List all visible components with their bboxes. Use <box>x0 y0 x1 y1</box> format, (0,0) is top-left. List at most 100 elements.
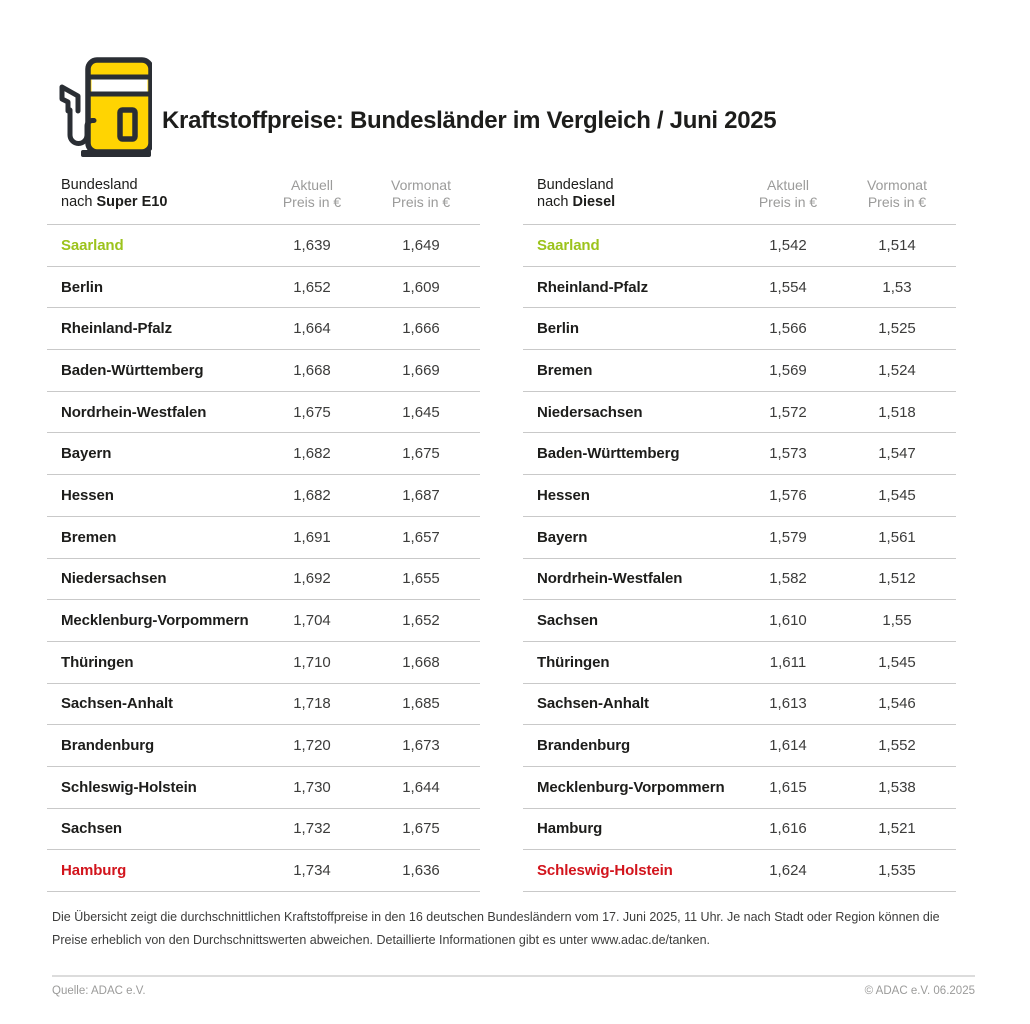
table-row: Mecklenburg-Vorpommern 1,615 1,538 <box>523 767 956 809</box>
state-name: Bremen <box>61 528 117 546</box>
table-body-super-e10: Saarland 1,639 1,649 Berlin 1,652 1,609 Rheinl… <box>47 225 480 892</box>
price-previous: 1,655 <box>402 570 440 588</box>
table-row: Rheinland-Pfalz 1,664 1,666 <box>47 308 480 351</box>
state-name: Hamburg <box>537 820 603 838</box>
state-name: Baden-Württemberg <box>61 361 204 379</box>
tables-container: Bundesland nach Super E10 Aktuell Preis … <box>47 177 983 892</box>
price-current: 1,732 <box>293 820 331 838</box>
price-previous: 1,666 <box>402 320 440 338</box>
state-name: Nordrhein-Westfalen <box>61 403 207 421</box>
column-header-prefix: nach <box>537 194 573 210</box>
price-current: 1,615 <box>769 778 807 796</box>
price-current: 1,675 <box>293 403 331 421</box>
state-name: Nordrhein-Westfalen <box>537 570 683 588</box>
price-current: 1,668 <box>293 361 331 379</box>
page-title: Kraftstoffpreise: Bundesländer im Vergle… <box>162 107 777 134</box>
table-row: Sachsen 1,610 1,55 <box>523 600 956 642</box>
table-row: Hamburg 1,734 1,636 <box>47 850 480 892</box>
footer: Quelle: ADAC e.V. © ADAC e.V. 06.2025 <box>52 985 975 997</box>
price-current: 1,734 <box>293 862 331 880</box>
price-previous: 1,55 <box>882 612 912 630</box>
price-current: 1,691 <box>293 528 331 546</box>
price-previous: 1,521 <box>878 820 916 838</box>
state-name: Hamburg <box>61 862 127 880</box>
state-name: Sachsen <box>61 820 122 838</box>
footnote-line2: Preise erheblich von den Durchschnittswe… <box>52 933 711 947</box>
state-name: Brandenburg <box>61 737 155 755</box>
state-name: Thüringen <box>537 653 610 671</box>
table-row: Baden-Württemberg 1,668 1,669 <box>47 350 480 392</box>
price-current: 1,569 <box>769 361 807 379</box>
price-previous: 1,514 <box>878 236 916 254</box>
table-row: Saarland 1,639 1,649 <box>47 225 480 267</box>
price-previous: 1,552 <box>878 737 916 755</box>
price-previous: 1,673 <box>402 737 440 755</box>
price-current: 1,576 <box>769 486 807 504</box>
price-previous: 1,669 <box>402 361 440 379</box>
price-current: 1,613 <box>769 695 807 713</box>
price-previous: 1,636 <box>402 862 440 880</box>
copyright-label: © ADAC e.V. 06.2025 <box>864 985 975 997</box>
state-name: Thüringen <box>61 653 134 671</box>
state-name: Saarland <box>537 236 600 254</box>
table-body-diesel: Saarland 1,542 1,514 Rheinland-Pfalz 1,554 1,… <box>523 225 956 892</box>
price-previous: 1,518 <box>878 403 916 421</box>
price-previous: 1,685 <box>402 695 440 713</box>
state-name: Niedersachsen <box>537 403 643 421</box>
price-current: 1,692 <box>293 570 331 588</box>
table-row: Hessen 1,576 1,545 <box>523 475 956 517</box>
table-row: Thüringen 1,611 1,545 <box>523 642 956 684</box>
table-row: Berlin 1,652 1,609 <box>47 267 480 309</box>
table-row: Sachsen 1,732 1,675 <box>47 809 480 851</box>
price-previous: 1,675 <box>402 820 440 838</box>
state-name: Sachsen-Anhalt <box>61 695 173 713</box>
state-name: Bremen <box>537 361 593 379</box>
price-previous: 1,668 <box>402 653 440 671</box>
table-row: Schleswig-Holstein 1,624 1,535 <box>523 850 956 892</box>
state-name: Sachsen-Anhalt <box>537 695 649 713</box>
state-name: Niedersachsen <box>61 570 167 588</box>
column-header-vormonat: Vormonat Preis in € <box>867 177 927 210</box>
price-previous: 1,538 <box>878 778 916 796</box>
column-header-prefix: nach <box>61 194 97 210</box>
state-name: Baden-Württemberg <box>537 445 680 463</box>
footnote: Die Übersicht zeigt die durchschnittlich… <box>52 906 983 952</box>
state-name: Berlin <box>61 278 103 296</box>
price-previous: 1,644 <box>402 778 440 796</box>
column-header-vormonat: Vormonat Preis in € <box>391 177 451 210</box>
state-name: Rheinland-Pfalz <box>537 278 649 296</box>
table-row: Niedersachsen 1,692 1,655 <box>47 559 480 601</box>
price-current: 1,572 <box>769 403 807 421</box>
state-name: Hessen <box>61 486 114 504</box>
table-row: Niedersachsen 1,572 1,518 <box>523 392 956 434</box>
table-header-diesel: Bundesland nach Diesel Aktuell Preis in … <box>523 177 956 225</box>
price-previous: 1,645 <box>402 403 440 421</box>
state-name: Sachsen <box>537 612 598 630</box>
price-previous: 1,687 <box>402 486 440 504</box>
table-row: Berlin 1,566 1,525 <box>523 308 956 351</box>
column-header-bundesland: Bundesland nach Diesel <box>523 177 738 211</box>
table-row: Baden-Württemberg 1,573 1,547 <box>523 433 956 476</box>
column-header-aktuell: Aktuell Preis in € <box>282 177 342 210</box>
price-current: 1,639 <box>293 236 331 254</box>
state-name: Mecklenburg-Vorpommern <box>537 778 725 796</box>
state-name: Rheinland-Pfalz <box>61 320 173 338</box>
footer-divider <box>52 975 975 977</box>
table-row: Thüringen 1,710 1,668 <box>47 642 480 684</box>
price-previous: 1,675 <box>402 445 440 463</box>
state-name: Schleswig-Holstein <box>61 778 197 796</box>
table-header-super-e10: Bundesland nach Super E10 Aktuell Preis … <box>47 177 480 225</box>
table-row: Bayern 1,682 1,675 <box>47 433 480 476</box>
price-current: 1,582 <box>769 570 807 588</box>
table-row: Bremen 1,691 1,657 <box>47 517 480 559</box>
table-row: Nordrhein-Westfalen 1,675 1,645 <box>47 392 480 434</box>
price-current: 1,682 <box>293 445 331 463</box>
column-header-aktuell: Aktuell Preis in € <box>758 177 818 210</box>
price-previous: 1,545 <box>878 486 916 504</box>
state-name: Hessen <box>537 486 590 504</box>
table-row: Mecklenburg-Vorpommern 1,704 1,652 <box>47 600 480 642</box>
state-name: Schleswig-Holstein <box>537 862 673 880</box>
price-current: 1,718 <box>293 695 331 713</box>
price-current: 1,652 <box>293 278 331 296</box>
